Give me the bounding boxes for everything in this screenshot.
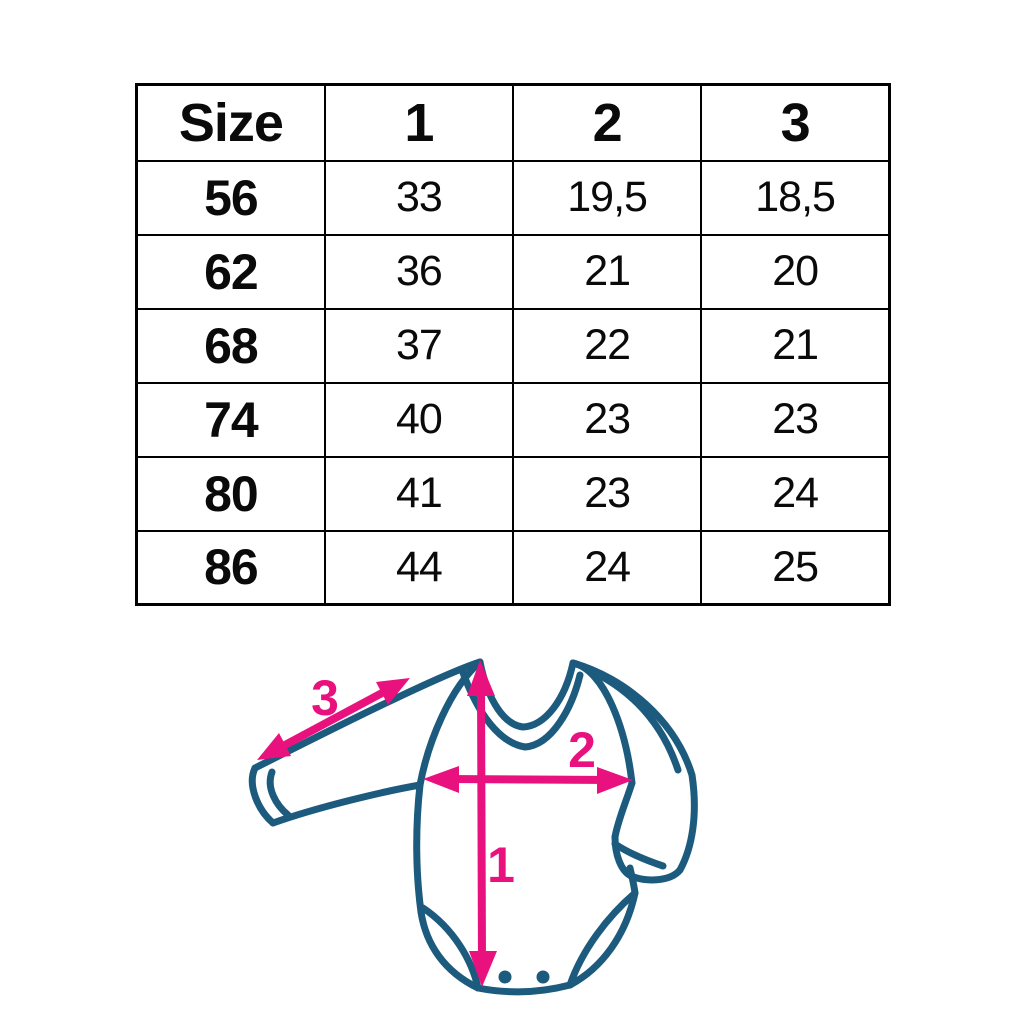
column-header-3: 3 [700,83,891,162]
right-leg-opening-curve [566,889,639,989]
arrow-head-right-icon [597,767,633,794]
measurement-arrows: 1 2 3 [257,660,633,987]
row-size-label: 56 [135,159,326,236]
cell-measure-1: 41 [323,455,515,532]
right-sleeve-crease [581,664,682,774]
cell-measure-1: 36 [323,233,515,310]
cell-measure-3: 25 [700,529,891,606]
cell-measure-1: 44 [323,529,515,606]
body-right-edge [626,864,639,897]
table-row: 74 40 23 23 [135,381,891,458]
left-leg-outer-curve [417,908,482,992]
right-sleeve-inner-edge [611,779,636,841]
column-header-1: 1 [323,83,515,162]
cell-measure-3: 21 [700,307,891,384]
cell-measure-1: 40 [323,381,515,458]
size-chart-header: Size 1 2 3 [135,83,891,162]
arrow-sleeve-length: 3 [257,670,410,760]
snap-button-dot [498,970,512,984]
label-sleeve-length: 3 [311,670,339,726]
cell-measure-1: 37 [323,307,515,384]
table-row: 56 33 19,5 18,5 [135,159,891,236]
cell-measure-3: 20 [700,233,891,310]
left-cuff-end [248,764,277,827]
cell-measure-3: 24 [700,455,891,532]
arrow-body-length: 1 [467,660,515,987]
row-size-label: 62 [135,233,326,310]
arrow-head-left-icon [423,766,459,793]
cell-measure-3: 18,5 [700,159,891,236]
left-cuff-band [266,768,292,819]
right-leg-outer-curve [566,889,639,989]
column-header-size: Size [135,83,326,162]
right-cuff-end [611,833,684,884]
table-row: 86 44 24 25 [135,529,891,606]
cell-measure-3: 23 [700,381,891,458]
snap-button-dot [536,970,550,984]
cell-measure-2: 23 [511,381,703,458]
row-size-label: 68 [135,307,326,384]
cell-measure-1: 33 [323,159,515,236]
arrow-head-upper-right-icon [376,678,410,705]
size-chart-table: Size 1 2 3 56 33 19,5 18,5 62 36 21 20 6… [135,83,891,606]
left-armhole-seam [416,658,484,789]
row-size-label: 86 [135,529,326,606]
table-row: 80 41 23 24 [135,455,891,532]
arrow-head-lower-left-icon [257,733,291,760]
cell-measure-2: 23 [511,455,703,532]
cell-measure-2: 24 [511,529,703,606]
body-left-edge [413,781,425,916]
label-body-length: 1 [487,837,515,893]
cell-measure-2: 19,5 [511,159,703,236]
row-size-label: 80 [135,455,326,532]
bodysuit-outline-drawing [248,658,698,996]
arrow-head-down-icon [469,951,497,987]
left-sleeve-bottom-edge [269,781,424,827]
column-header-2: 2 [511,83,703,162]
arrow-head-up-icon [467,660,495,696]
table-row: 68 37 22 21 [135,307,891,384]
cell-measure-2: 21 [511,233,703,310]
label-chest-width: 2 [568,722,596,778]
header-row: Size 1 2 3 [135,83,891,162]
measurement-diagram: 1 2 3 [230,630,790,1024]
left-leg-opening-curve [419,904,482,992]
crotch-bottom-edge [474,981,574,996]
cell-measure-2: 22 [511,307,703,384]
table-row: 62 36 21 20 [135,233,891,310]
arrow-chest-width: 2 [423,722,633,794]
row-size-label: 74 [135,381,326,458]
